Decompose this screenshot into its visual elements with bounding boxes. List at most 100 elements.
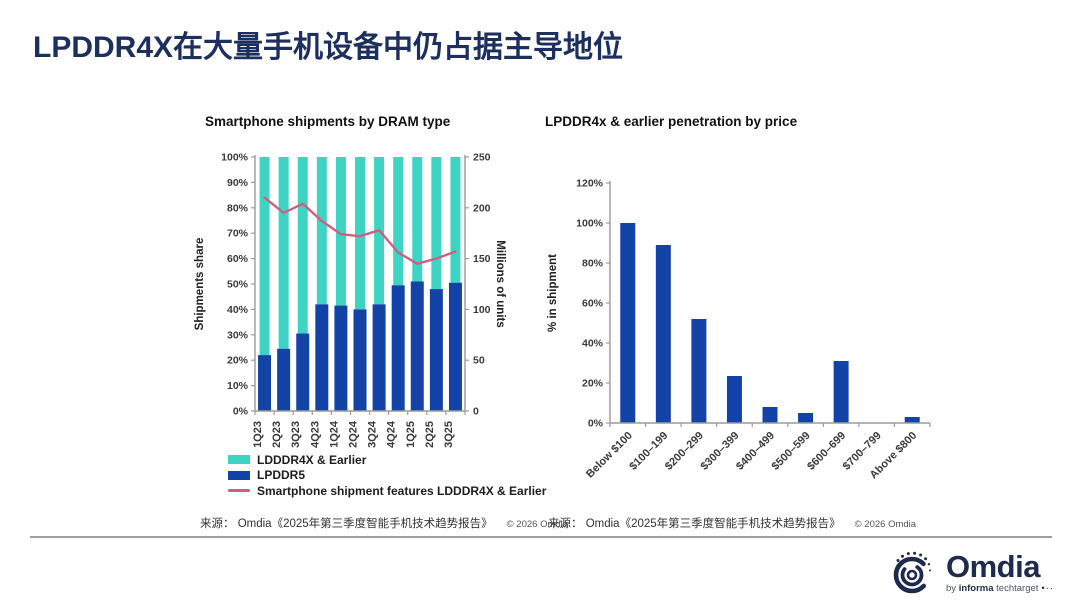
right-copyright: © 2026 Omdia — [854, 519, 917, 530]
omdia-logo-wordmark: Omdia — [946, 548, 1040, 584]
svg-text:2Q24: 2Q24 — [348, 420, 360, 448]
bar-segment-lpddr5 — [277, 348, 291, 411]
bar-penetration — [904, 417, 920, 423]
bar-segment-lpddr4x — [450, 157, 461, 283]
svg-text:90%: 90% — [227, 177, 249, 189]
logo-sub-by: by — [946, 583, 957, 595]
omdia-logo-text-block: Omdia by informa techtarget •·· — [946, 548, 1054, 595]
trend-line — [263, 196, 457, 265]
svg-text:1Q25: 1Q25 — [405, 421, 417, 448]
footer-divider — [30, 536, 1052, 538]
svg-text:200: 200 — [473, 202, 491, 214]
legend-label-lpddr4x: LDDDR4X & Earlier — [257, 452, 367, 467]
bar-segment-lpddr4x — [259, 157, 270, 356]
svg-text:100: 100 — [473, 304, 491, 316]
right-source: 来源： Omdia《2025年第三季度智能手机技术趋势报告》 © 2026 Omd… — [548, 515, 916, 531]
bar-segment-lpddr5 — [410, 281, 424, 411]
svg-text:50%: 50% — [227, 279, 249, 291]
legend-item-lpddr4x: LDDDR4X & Earlier — [228, 452, 546, 468]
svg-text:50: 50 — [473, 355, 485, 367]
page-title: LPDDR4X在大量手机设备中仍占据主导地位 — [33, 31, 624, 64]
svg-text:80%: 80% — [227, 202, 249, 214]
svg-text:60%: 60% — [582, 298, 604, 310]
right-chart-svg: 0%20%40%60%80%100%120%Below $100$100–199… — [547, 178, 931, 481]
legend-item-line: Smartphone shipment features LDDDR4X & E… — [228, 483, 546, 499]
bar-segment-lpddr4x — [393, 157, 404, 286]
bar-penetration — [762, 407, 778, 423]
bar-segment-lpddr5 — [258, 355, 272, 411]
bar-segment-lpddr4x — [355, 157, 365, 310]
left-chart-svg: 0% 10% 20% 30% 40% 50% 60% 70% 80% 90% 100% 0 50 100 1… — [194, 152, 506, 448]
bar-segment-lpddr5 — [448, 282, 462, 411]
svg-text:250: 250 — [473, 152, 491, 164]
svg-text:Millions of units: Millions of units — [494, 240, 506, 328]
omdia-logo-icon — [893, 551, 931, 594]
bar-penetration — [726, 376, 742, 423]
svg-text:0%: 0% — [588, 418, 604, 430]
svg-text:0%: 0% — [233, 406, 249, 418]
bar-segment-lpddr5 — [429, 289, 443, 411]
svg-text:4Q23: 4Q23 — [309, 421, 321, 448]
svg-text:2Q23: 2Q23 — [271, 421, 283, 448]
bar-segment-lpddr5 — [353, 309, 367, 411]
svg-text:2Q25: 2Q25 — [424, 421, 436, 448]
svg-text:150: 150 — [473, 253, 491, 265]
svg-text:1Q23: 1Q23 — [252, 421, 264, 448]
svg-text:100%: 100% — [576, 218, 604, 230]
logo-sub-techtarget: techtarget — [996, 583, 1039, 595]
right-chart-title: LPDDR4x & earlier penetration by price — [545, 114, 798, 129]
bar-penetration — [833, 361, 849, 423]
bar-segment-lpddr4x — [431, 157, 442, 290]
svg-text:100%: 100% — [221, 152, 249, 164]
bar-segment-lpddr4x — [316, 157, 327, 305]
svg-text:% in shipment: % in shipment — [547, 254, 559, 332]
bar-segment-lpddr5 — [296, 333, 310, 411]
bar-segment-lpddr4x — [335, 157, 346, 306]
legend-label-lpddr5: LPDDR5 — [257, 468, 306, 483]
svg-text:40%: 40% — [582, 338, 604, 350]
bar-segment-lpddr4x — [412, 157, 423, 282]
bar-penetration — [620, 223, 636, 423]
svg-text:20%: 20% — [227, 355, 249, 367]
svg-text:0: 0 — [473, 406, 479, 418]
left-chart-title: Smartphone shipments by DRAM type — [205, 114, 451, 129]
bar-segment-lpddr4x — [278, 157, 289, 349]
left-source-text: 来源： Omdia《2025年第三季度智能手机技术趋势报告》 — [200, 518, 493, 530]
svg-text:3Q25: 3Q25 — [443, 421, 455, 448]
svg-text:20%: 20% — [582, 378, 604, 390]
legend-swatch-line-icon — [228, 489, 250, 493]
left-chart-legend: LDDDR4X & Earlier LPDDR5 Smartphone ship… — [228, 452, 546, 499]
svg-text:3Q24: 3Q24 — [367, 420, 379, 448]
legend-swatch-blue-icon — [228, 470, 250, 480]
svg-text:80%: 80% — [582, 258, 604, 270]
svg-text:10%: 10% — [227, 380, 249, 392]
logo-sub-dots-icon: •·· — [1041, 583, 1055, 595]
svg-text:30%: 30% — [227, 329, 249, 341]
left-copyright: © 2026 Omdia — [506, 519, 569, 530]
svg-text:Below $100: Below $100 — [584, 430, 635, 481]
bar-segment-lpddr5 — [372, 304, 386, 411]
omdia-logo-subtext: by informa techtarget •·· — [946, 583, 1054, 594]
svg-text:1Q24: 1Q24 — [328, 420, 340, 448]
svg-text:40%: 40% — [227, 304, 249, 316]
right-source-text: 来源： Omdia《2025年第三季度智能手机技术趋势报告》 — [548, 518, 841, 530]
bar-segment-lpddr5 — [315, 304, 329, 411]
legend-item-lpddr5: LPDDR5 — [228, 468, 546, 484]
bar-penetration — [655, 245, 671, 423]
left-source: 来源： Omdia《2025年第三季度智能手机技术趋势报告》 © 2026 Omd… — [200, 515, 568, 531]
legend-label-line: Smartphone shipment features LDDDR4X & E… — [257, 483, 547, 498]
bar-segment-lpddr4x — [297, 157, 308, 334]
svg-text:3Q23: 3Q23 — [290, 421, 302, 448]
bar-segment-lpddr5 — [391, 285, 405, 411]
svg-text:120%: 120% — [576, 178, 604, 190]
svg-text:4Q24: 4Q24 — [386, 420, 398, 448]
bar-segment-lpddr5 — [334, 305, 348, 411]
omdia-logo: Omdia by informa techtarget •·· — [888, 547, 1054, 599]
svg-text:60%: 60% — [227, 253, 249, 265]
svg-text:Shipments share: Shipments share — [194, 238, 206, 331]
logo-sub-informa: informa — [958, 583, 994, 595]
bar-penetration — [691, 319, 707, 423]
legend-swatch-teal-icon — [228, 455, 250, 465]
svg-text:70%: 70% — [227, 228, 249, 240]
